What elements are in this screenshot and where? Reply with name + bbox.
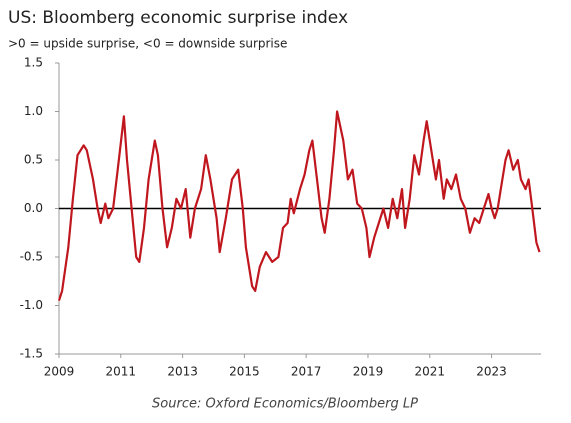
x-tick-label: 2023	[476, 365, 507, 379]
y-tick-label: 0.5	[24, 153, 43, 167]
x-tick-label: 2019	[353, 365, 384, 379]
x-tick-label: 2009	[44, 365, 75, 379]
x-tick-label: 2011	[106, 365, 137, 379]
y-tick-label: -0.5	[20, 250, 43, 264]
chart-title: US: Bloomberg economic surprise index	[8, 8, 348, 28]
y-tick-label: -1.0	[20, 298, 43, 312]
x-tick-label: 2021	[414, 365, 445, 379]
source-note: Source: Oxford Economics/Bloomberg LP	[152, 397, 418, 412]
x-tick-label: 2017	[291, 365, 322, 379]
y-tick-label: 1.0	[24, 104, 43, 118]
x-tick-label: 2015	[229, 365, 260, 379]
y-tick-label: 1.5	[24, 56, 43, 70]
x-tick-label: 2013	[167, 365, 198, 379]
chart-subtitle: >0 = upside surprise, <0 = downside surp…	[8, 37, 287, 51]
series-line	[57, 110, 541, 301]
y-tick-label: -1.5	[20, 347, 43, 361]
y-tick-label: 0.0	[24, 201, 43, 215]
